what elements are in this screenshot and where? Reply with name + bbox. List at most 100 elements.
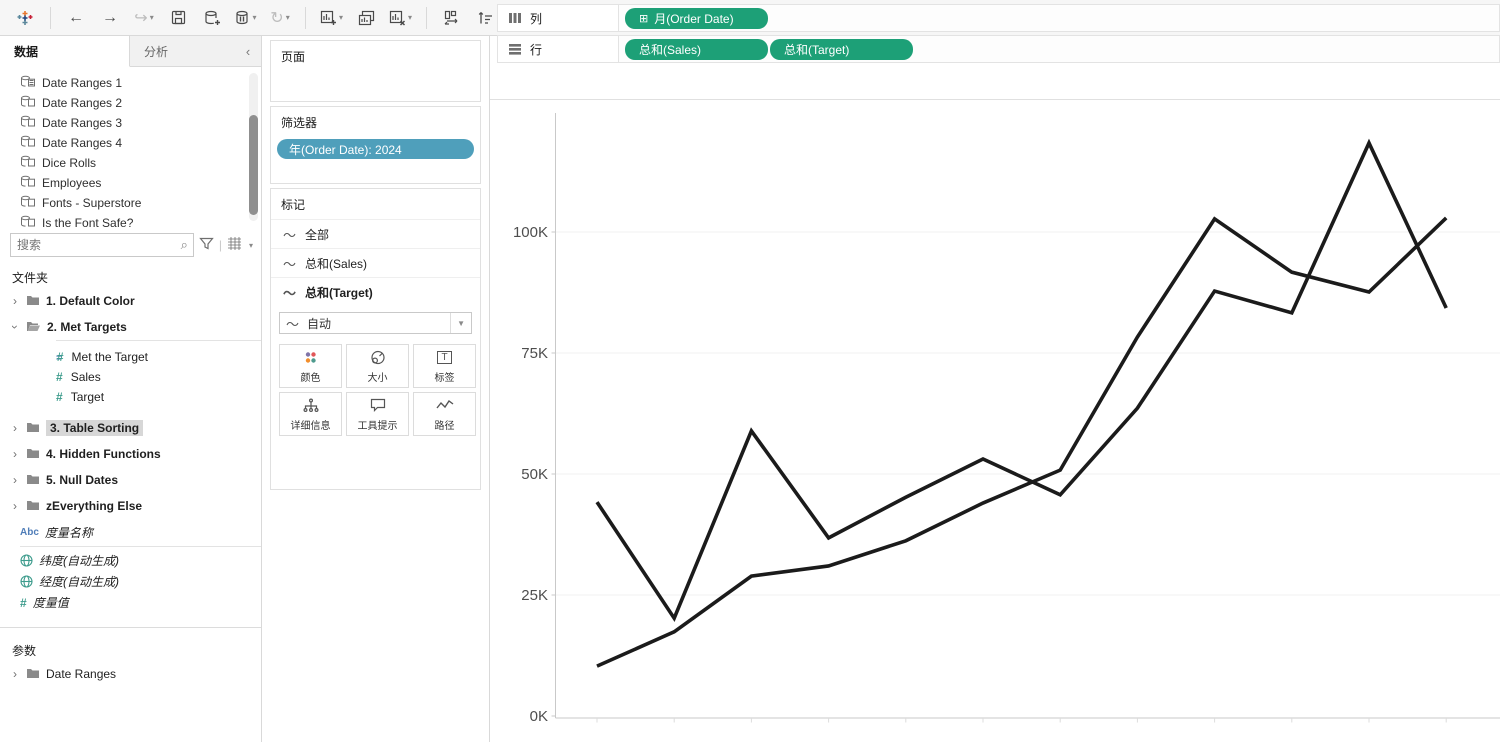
- refresh-button[interactable]: ↻ ▾: [270, 9, 290, 27]
- chevron-right-icon[interactable]: ›: [13, 446, 17, 461]
- search-input[interactable]: [11, 238, 181, 252]
- worksheet-cards-panel: 页面 筛选器 年(Order Date): 2024 标记 〜 全部 〜 总和(…: [262, 36, 631, 742]
- datasource-label: Date Ranges 3: [42, 116, 123, 130]
- marks-row-sum-sales[interactable]: 〜 总和(Sales): [271, 248, 480, 277]
- scrollbar-thumb[interactable]: [249, 115, 258, 215]
- chevron-right-icon[interactable]: ›: [13, 420, 17, 435]
- divider: [0, 627, 261, 628]
- datasource-item[interactable]: Is the Font Safe?: [0, 213, 261, 227]
- marks-row-sum-target[interactable]: 〜 总和(Target): [271, 277, 480, 306]
- rows-shelf-label: 行: [498, 36, 619, 62]
- field-latitude[interactable]: 纬度(自动生成): [0, 550, 261, 571]
- shelf-label-text: 行: [530, 42, 543, 57]
- folder-open-icon: [27, 322, 40, 331]
- field-measure-names[interactable]: Abc 度量名称: [0, 522, 261, 543]
- filter-pill-year-order-date[interactable]: 年(Order Date): 2024: [277, 139, 474, 159]
- date-plus-icon: ⊞: [639, 12, 649, 25]
- measure-icon: #: [20, 595, 27, 610]
- scrollbar[interactable]: [249, 73, 258, 221]
- folder-default-color[interactable]: › 1. Default Color: [0, 290, 261, 311]
- folder-zeverything-else[interactable]: › zEverything Else: [0, 495, 261, 516]
- datasource-icon: [20, 95, 35, 111]
- marks-row-all[interactable]: 〜 全部: [271, 219, 480, 248]
- path-button[interactable]: 路径: [413, 392, 476, 436]
- tab-analytics[interactable]: 分析: [144, 45, 169, 59]
- parameter-folder-date-ranges[interactable]: › Date Ranges: [0, 663, 261, 684]
- folder-met-targets[interactable]: › 2. Met Targets: [0, 316, 261, 337]
- filter-fields-icon[interactable]: [199, 236, 214, 254]
- field-sales[interactable]: # Sales: [0, 367, 261, 387]
- duplicate-sheet-button[interactable]: [351, 4, 381, 32]
- color-button[interactable]: 颜色: [279, 344, 342, 388]
- folder-label: 4. Hidden Functions: [46, 446, 161, 461]
- add-datasource-button[interactable]: [197, 4, 227, 32]
- pill-label: 总和(Sales): [639, 42, 702, 57]
- tab-data[interactable]: 数据: [0, 36, 130, 67]
- size-button[interactable]: 大小: [346, 344, 409, 388]
- pill-sum-sales[interactable]: 总和(Sales): [625, 38, 768, 60]
- tooltip-button[interactable]: 工具提示: [346, 392, 409, 436]
- divider: [56, 340, 261, 341]
- datasource-item[interactable]: Fonts - Superstore: [0, 193, 261, 213]
- pill-sum-target[interactable]: 总和(Target): [770, 38, 913, 60]
- datasource-item[interactable]: Dice Rolls: [0, 153, 261, 173]
- svg-text:50K: 50K: [521, 466, 548, 483]
- pause-updates-button[interactable]: ▾: [231, 4, 261, 32]
- datasource-item[interactable]: Date Ranges 1: [0, 73, 261, 93]
- pane-tabs: 数据 分析 ‹: [0, 36, 261, 67]
- folder-label: 3. Table Sorting: [46, 419, 144, 436]
- folder-hidden-functions[interactable]: › 4. Hidden Functions: [0, 443, 261, 464]
- datasource-label: Fonts - Superstore: [42, 196, 142, 210]
- columns-shelf-label: 列: [498, 5, 619, 31]
- datasource-item[interactable]: Date Ranges 4: [0, 133, 261, 153]
- tableau-logo: [10, 4, 40, 32]
- toolbar-separator: [50, 6, 51, 29]
- pill-label: 月(Order Date): [654, 11, 734, 26]
- label-button[interactable]: T 标签: [413, 344, 476, 388]
- chevron-right-icon[interactable]: ›: [13, 666, 17, 681]
- field-label: Met the Target: [71, 350, 149, 364]
- folder-table-sorting[interactable]: › 3. Table Sorting: [0, 417, 261, 438]
- pill-month-order-date[interactable]: ⊞ 月(Order Date): [625, 7, 768, 29]
- mark-type-select[interactable]: 〜 自动 ▼: [279, 312, 472, 334]
- field-label: Target: [70, 390, 105, 404]
- view-options-icon[interactable]: [227, 237, 242, 253]
- chevron-right-icon[interactable]: ›: [13, 293, 17, 308]
- chevron-right-icon[interactable]: ›: [13, 472, 17, 487]
- datasource-item[interactable]: Date Ranges 3: [0, 113, 261, 133]
- save-button[interactable]: [163, 4, 193, 32]
- line-chart-view[interactable]: 0K 25K 50K 75K 100K: [490, 100, 1500, 742]
- field-met-the-target[interactable]: =# Met the Target: [0, 347, 261, 367]
- datasource-icon: [20, 195, 35, 211]
- chevron-down-icon[interactable]: ▾: [248, 240, 253, 250]
- detail-button[interactable]: 详细信息: [279, 392, 342, 436]
- field-measure-values[interactable]: # 度量值: [0, 592, 261, 613]
- mark-button-label: 详细信息: [290, 420, 331, 432]
- tooltip-icon: [370, 397, 386, 414]
- columns-icon: [509, 13, 521, 23]
- pages-card-title: 页面: [281, 50, 306, 64]
- forward-button[interactable]: →: [102, 8, 118, 26]
- folder-label: zEverything Else: [46, 498, 143, 513]
- datasource-item[interactable]: Date Ranges 2: [0, 93, 261, 113]
- undo-button[interactable]: ↪ ▾: [134, 9, 154, 27]
- field-target[interactable]: # Target: [0, 387, 261, 407]
- datasource-icon: [20, 115, 35, 131]
- collapse-pane-button[interactable]: ‹: [245, 43, 251, 59]
- shelf-label-text: 列: [530, 11, 543, 26]
- marks-row-label: 全部: [305, 227, 330, 242]
- swap-axes-button[interactable]: [437, 4, 467, 32]
- new-worksheet-button[interactable]: ▾: [316, 4, 347, 32]
- datasource-label: Is the Font Safe?: [42, 216, 134, 227]
- clear-sheet-button[interactable]: ▾: [385, 4, 416, 32]
- chevron-right-icon[interactable]: ›: [13, 498, 17, 513]
- mark-button-label: 标签: [434, 372, 455, 384]
- chevron-down-icon[interactable]: ›: [8, 324, 22, 329]
- datasource-item[interactable]: Employees: [0, 173, 261, 193]
- mark-button-label: 工具提示: [357, 420, 398, 432]
- search-field[interactable]: ⌕: [10, 233, 194, 257]
- back-button[interactable]: ←: [68, 8, 84, 26]
- folder-null-dates[interactable]: › 5. Null Dates: [0, 469, 261, 490]
- sort-ascending-button[interactable]: [471, 4, 501, 32]
- field-longitude[interactable]: 经度(自动生成): [0, 571, 261, 592]
